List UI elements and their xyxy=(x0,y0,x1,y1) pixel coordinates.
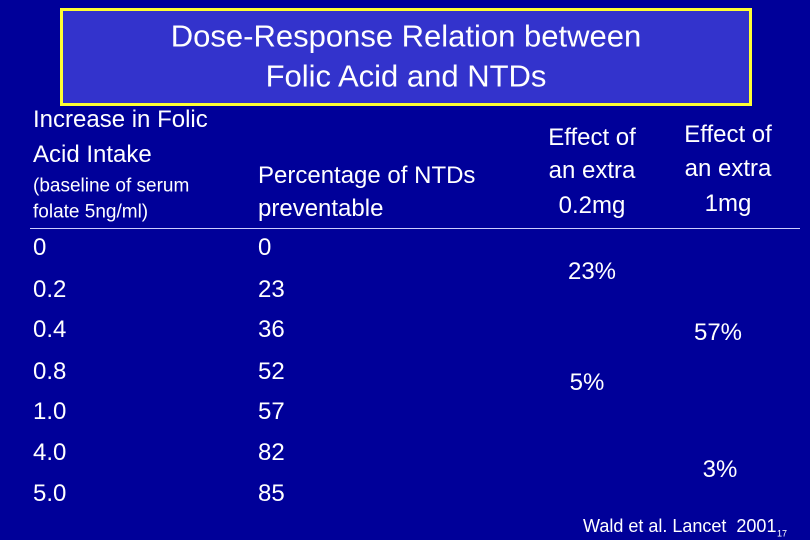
slide-number: 17 xyxy=(777,528,788,539)
column-header: 1mg xyxy=(704,190,752,217)
table-cell: 82 xyxy=(258,439,285,466)
table-cell: 0.8 xyxy=(33,358,67,385)
table-cell: 57% xyxy=(693,319,743,346)
column-header: preventable xyxy=(258,195,384,222)
column-note: folate 5ng/ml) xyxy=(33,201,149,223)
table-cell: 3% xyxy=(702,456,738,483)
table-cell: 5.0 xyxy=(33,480,67,507)
header-rule xyxy=(30,228,800,229)
column-header: Percentage of NTDs xyxy=(258,162,476,189)
table-cell: 5% xyxy=(569,369,605,396)
column-note: (baseline of serum xyxy=(33,175,190,197)
table-cell: 23% xyxy=(567,258,617,285)
table-cell: 36 xyxy=(258,316,285,343)
column-header: Effect of xyxy=(684,121,772,148)
table-cell: 0.2 xyxy=(33,276,67,303)
table-cell: 0 xyxy=(33,234,47,261)
table-cell: 1.0 xyxy=(33,398,67,425)
table-cell: 52 xyxy=(258,358,285,385)
citation: Wald et al. Lancet 2001 xyxy=(583,516,777,536)
column-header: Increase in Folic xyxy=(33,106,208,133)
table-cell: 57 xyxy=(258,398,285,425)
column-header: an extra xyxy=(684,155,772,182)
table-cell: 85 xyxy=(258,480,285,507)
column-header: Acid Intake xyxy=(33,141,152,168)
title-box xyxy=(60,8,752,106)
table-cell: 4.0 xyxy=(33,439,67,466)
table-cell: 23 xyxy=(258,276,285,303)
column-header: 0.2mg xyxy=(558,192,626,219)
table-cell: 0 xyxy=(258,234,272,261)
column-header: Effect of xyxy=(548,124,636,151)
table-cell: 0.4 xyxy=(33,316,67,343)
title-line: Dose-Response Relation between xyxy=(170,18,642,54)
column-header: an extra xyxy=(548,157,636,184)
title-line: Folic Acid and NTDs xyxy=(265,58,547,94)
